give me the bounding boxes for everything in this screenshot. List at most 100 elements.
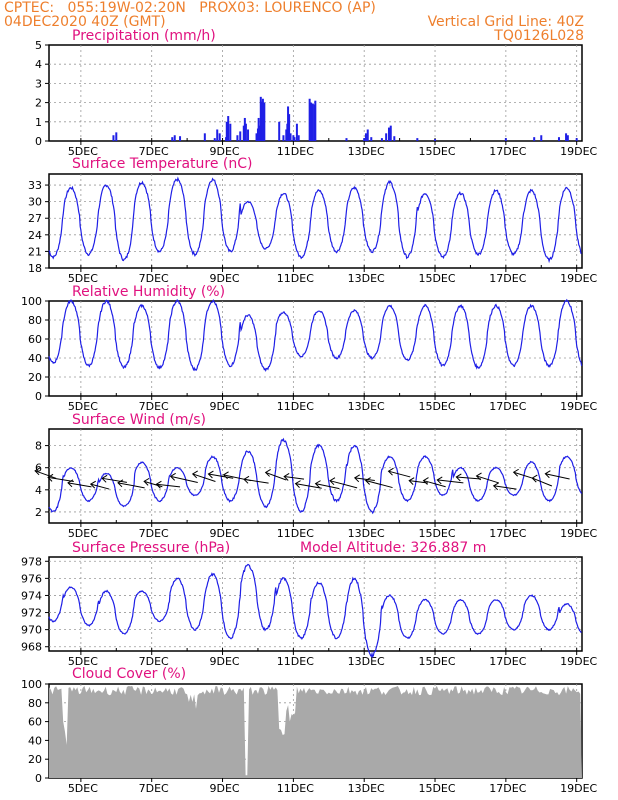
header-model-code: TQ0126L028 xyxy=(494,28,584,44)
y-tick-label: 970 xyxy=(21,624,42,637)
y-tick-label: 20 xyxy=(28,753,42,766)
x-tick-label: 7DEC xyxy=(139,145,169,158)
wind-arrow-head xyxy=(387,467,394,476)
precip-bar xyxy=(297,135,300,141)
x-tick-label: 19DEC xyxy=(560,782,597,795)
precip-bar xyxy=(173,135,176,141)
wind-arrow xyxy=(423,480,446,488)
wind-arrow-head xyxy=(475,472,482,481)
cloud-area xyxy=(49,685,582,778)
wind-title: Surface Wind (m/s) xyxy=(72,412,206,428)
precip-bar xyxy=(575,138,578,141)
wind-arrow xyxy=(192,473,216,482)
precip-bar xyxy=(288,114,291,141)
y-tick-label: 5 xyxy=(35,39,42,52)
wind-arrow xyxy=(315,483,340,490)
y-tick-label: 60 xyxy=(28,333,42,346)
series-line xyxy=(48,298,583,372)
precip-bar xyxy=(540,135,543,141)
precip-bar xyxy=(363,138,366,141)
x-tick-label: 11DEC xyxy=(277,782,314,795)
header-grid-line: Vertical Grid Line: 40Z xyxy=(427,14,584,30)
wind-arrow-head xyxy=(243,475,250,484)
y-tick-label: 0 xyxy=(35,135,42,148)
y-tick-label: 0 xyxy=(35,772,42,785)
wind-arrow-head xyxy=(512,468,519,477)
x-tick-label: 13DEC xyxy=(348,655,385,668)
pressure-title: Surface Pressure (hPa) xyxy=(72,540,231,556)
x-tick-label: 5DEC xyxy=(68,655,98,668)
wind-arrow xyxy=(265,471,287,481)
precip-bar xyxy=(282,135,285,141)
x-tick-label: 15DEC xyxy=(418,655,455,668)
x-tick-label: 15DEC xyxy=(418,527,455,540)
panel-frame xyxy=(48,556,583,652)
wind-arrow-head xyxy=(191,470,198,479)
humidity-title: Relative Humidity (%) xyxy=(72,284,226,300)
x-tick-label: 9DEC xyxy=(209,272,239,285)
y-tick-label: 100 xyxy=(21,295,42,308)
x-tick-label: 15DEC xyxy=(418,782,455,795)
panel-frame xyxy=(48,428,583,524)
y-tick-label: 968 xyxy=(21,641,42,654)
precip-bar xyxy=(263,102,266,141)
x-tick-label: 7DEC xyxy=(139,782,169,795)
y-tick-label: 0 xyxy=(35,390,42,403)
precip-bar xyxy=(566,135,569,141)
x-tick-label: 17DEC xyxy=(489,527,526,540)
wind-arrow-head xyxy=(364,477,371,485)
precip-bar xyxy=(292,135,295,141)
y-tick-label: 100 xyxy=(21,678,42,691)
y-tick-label: 2 xyxy=(35,506,42,519)
wind-arrow xyxy=(47,476,74,482)
y-tick-label: 976 xyxy=(21,572,42,585)
x-tick-label: 15DEC xyxy=(418,145,455,158)
x-tick-label: 7DEC xyxy=(139,400,169,413)
x-tick-label: 19DEC xyxy=(560,272,597,285)
x-tick-label: 17DEC xyxy=(489,145,526,158)
x-tick-label: 9DEC xyxy=(209,782,239,795)
x-tick-label: 19DEC xyxy=(560,145,597,158)
x-tick-label: 19DEC xyxy=(560,655,597,668)
precip-bar xyxy=(295,123,298,141)
y-tick-label: 972 xyxy=(21,607,42,620)
wind-arrow-head xyxy=(264,469,271,477)
x-tick-label: 13DEC xyxy=(348,272,385,285)
x-tick-label: 11DEC xyxy=(277,527,314,540)
header-run-time: 04DEC2020 40Z (GMT) xyxy=(4,14,166,30)
x-tick-label: 9DEC xyxy=(209,527,239,540)
wind-arrow xyxy=(90,483,110,490)
precip-bar xyxy=(533,137,536,141)
x-tick-label: 13DEC xyxy=(348,400,385,413)
y-tick-label: 8 xyxy=(35,440,42,453)
wind-arrow-head xyxy=(455,473,462,482)
precip-bar xyxy=(366,129,369,141)
precip-bar xyxy=(257,117,260,141)
header-station: CPTEC: 055:19W-02:20N PROX03: LOURENCO (… xyxy=(4,0,376,16)
y-tick-label: 3 xyxy=(35,77,42,90)
wind-arrow xyxy=(143,480,163,488)
wind-arrow xyxy=(388,470,411,478)
y-tick-label: 27 xyxy=(28,212,42,225)
y-tick-label: 18 xyxy=(28,262,42,275)
x-tick-label: 7DEC xyxy=(139,272,169,285)
precip-bar xyxy=(242,125,245,141)
x-tick-label: 11DEC xyxy=(277,145,314,158)
precip-bar xyxy=(247,129,250,141)
precip-bar xyxy=(308,98,311,141)
precip-bar xyxy=(385,133,388,141)
model-altitude: Model Altitude: 326.887 m xyxy=(300,540,487,556)
x-tick-label: 19DEC xyxy=(560,400,597,413)
x-tick-label: 9DEC xyxy=(209,400,239,413)
cloud-title: Cloud Cover (%) xyxy=(72,666,187,682)
precip-bar xyxy=(255,133,258,141)
precip-bar xyxy=(229,123,232,141)
y-tick-label: 24 xyxy=(28,229,42,242)
x-tick-label: 11DEC xyxy=(277,655,314,668)
x-tick-label: 7DEC xyxy=(139,527,169,540)
wind-arrow xyxy=(354,477,375,482)
wind-arrow-head xyxy=(67,479,74,488)
y-tick-label: 978 xyxy=(21,555,42,568)
x-tick-label: 15DEC xyxy=(418,272,455,285)
x-tick-label: 5DEC xyxy=(68,527,98,540)
